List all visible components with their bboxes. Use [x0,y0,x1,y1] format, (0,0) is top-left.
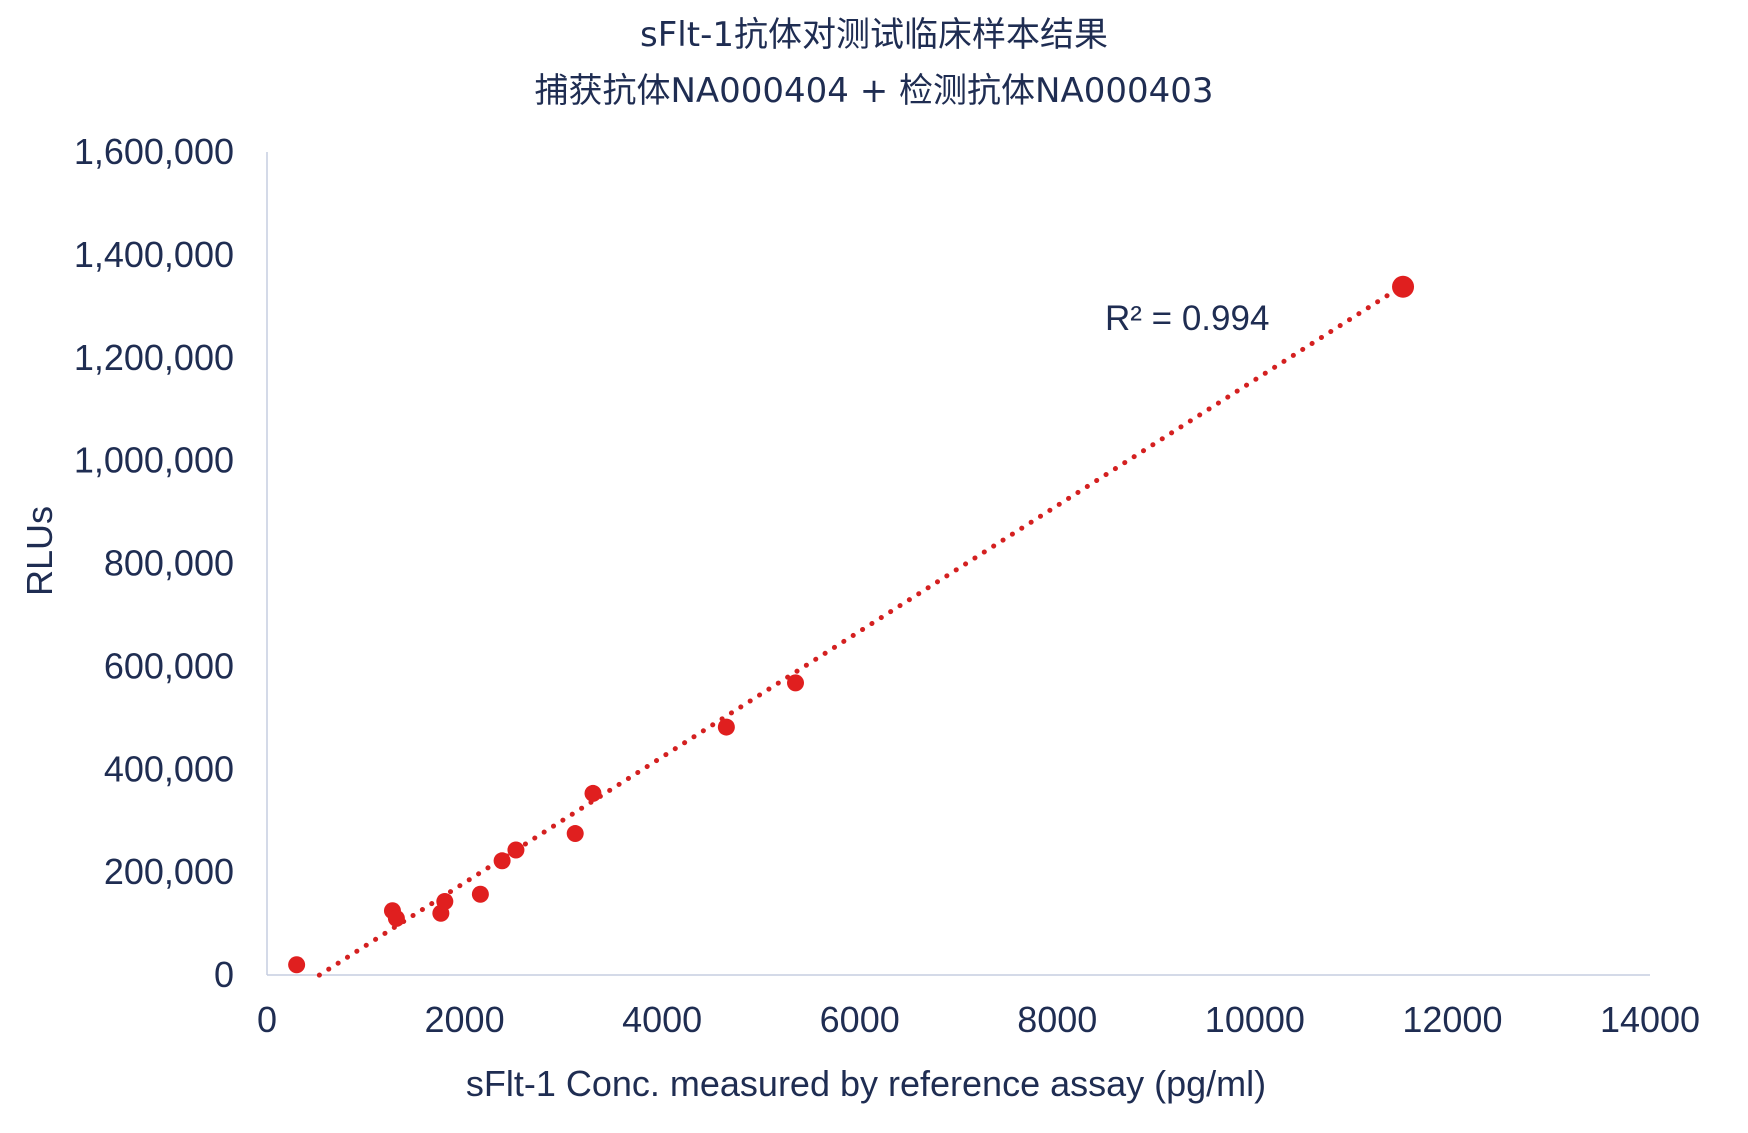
trendline [316,284,1404,978]
y-tick-label: 1,200,000 [74,337,234,378]
x-tick-label: 6000 [820,999,900,1040]
y-tick-label: 1,000,000 [74,440,234,481]
y-tick-label: 400,000 [104,748,234,789]
data-point [288,956,306,974]
y-tick-label: 1,600,000 [74,131,234,172]
x-tick-label: 2000 [425,999,505,1040]
x-tick-label: 12000 [1402,999,1502,1040]
data-point [387,909,405,927]
data-points [288,275,1415,974]
r-squared-annotation: R² = 0.994 [1105,299,1269,338]
x-tick-label: 0 [257,999,277,1040]
y-tick-label: 0 [214,954,234,995]
y-tick-label: 600,000 [104,645,234,686]
x-tick-label: 4000 [622,999,702,1040]
data-point [493,852,511,870]
y-tick-labels: 0 200,000 400,000 600,000 800,000 1,000,000 1,… [74,131,234,995]
data-point [717,718,735,736]
y-axis-label: RLUs [19,506,60,596]
data-point [1392,275,1415,298]
data-point [566,825,584,843]
x-tick-label: 10000 [1205,999,1305,1040]
data-point [471,885,489,903]
x-axis-label: sFlt-1 Conc. measured by reference assay… [466,1063,1266,1104]
y-tick-label: 1,400,000 [74,234,234,275]
x-tick-labels: 0 2000 4000 6000 8000 10000 12000 14000 [257,999,1700,1040]
data-point [787,674,805,692]
y-tick-label: 800,000 [104,543,234,584]
data-point [584,784,602,802]
x-tick-label: 8000 [1017,999,1097,1040]
data-point [436,892,454,910]
chart-subtitle: 捕获抗体NA000404 + 检测抗体NA000403 [534,71,1213,111]
chart-title: sFlt-1抗体对测试临床样本结果 [640,15,1108,55]
x-tick-label: 14000 [1600,999,1700,1040]
y-tick-label: 200,000 [104,851,234,892]
data-point [507,841,525,859]
